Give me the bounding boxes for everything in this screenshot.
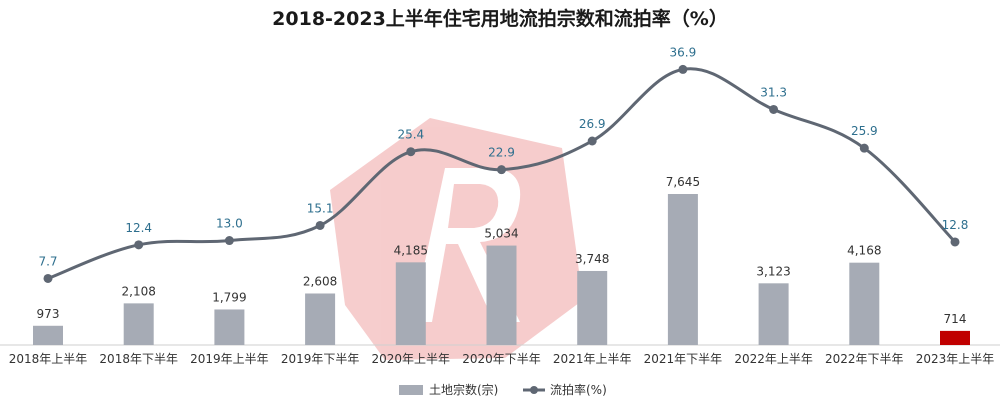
line-point-1 xyxy=(134,240,144,250)
x-tick-1: 2018年下半年 xyxy=(99,352,178,366)
bar-label-10: 714 xyxy=(944,312,967,326)
line-label-0: 7.7 xyxy=(38,254,57,268)
x-tick-5: 2020年下半年 xyxy=(462,352,541,366)
line-point-8 xyxy=(769,104,779,114)
bar-label-9: 4,168 xyxy=(847,244,881,258)
bar-label-7: 7,645 xyxy=(666,175,700,189)
bar-label-8: 3,123 xyxy=(756,264,790,278)
bar-label-3: 2,608 xyxy=(303,274,337,288)
line-point-6 xyxy=(587,136,597,146)
watermark-logo xyxy=(330,118,583,360)
line-label-7: 36.9 xyxy=(670,45,697,59)
x-tick-2: 2019年上半年 xyxy=(190,352,269,366)
line-point-5 xyxy=(497,165,506,175)
x-tick-3: 2019年下半年 xyxy=(281,352,360,366)
legend-label-line: 流拍率(%) xyxy=(550,382,607,397)
legend: 土地宗数(宗) 流拍率(%) xyxy=(399,382,607,397)
line-label-3: 15.1 xyxy=(307,201,334,215)
bar-2 xyxy=(214,309,245,345)
bar-4 xyxy=(395,262,426,345)
line-point-4 xyxy=(406,147,416,157)
bar-8 xyxy=(758,283,789,345)
bar-10 xyxy=(940,330,970,345)
line-series-liupailv xyxy=(47,67,957,280)
line-label-6: 26.9 xyxy=(579,117,606,131)
bar-label-0: 973 xyxy=(37,307,60,321)
line-point-10 xyxy=(950,237,960,247)
bar-label-5: 5,034 xyxy=(484,227,518,241)
line-label-8: 31.3 xyxy=(760,85,787,99)
bar-7 xyxy=(667,194,698,345)
x-tick-10: 2023年上半年 xyxy=(916,352,995,366)
chart-title: 2018-2023上半年住宅用地流拍宗数和流拍率（%） xyxy=(272,8,728,30)
line-point-0 xyxy=(43,273,53,283)
x-tick-9: 2022年下半年 xyxy=(825,352,904,366)
legend-swatch-bar xyxy=(399,385,423,395)
line-point-7 xyxy=(678,64,688,74)
line-label-4: 25.4 xyxy=(397,128,424,142)
x-tick-8: 2022年上半年 xyxy=(734,352,813,366)
x-tick-0: 2018年上半年 xyxy=(9,352,88,366)
bar-label-6: 3,748 xyxy=(575,252,609,266)
bar-3 xyxy=(305,293,336,345)
bar-label-2: 1,799 xyxy=(212,290,246,304)
x-tick-6: 2021年上半年 xyxy=(553,352,632,366)
line-point-3 xyxy=(315,220,325,230)
line-point-2 xyxy=(224,236,234,246)
x-tick-4: 2020年上半年 xyxy=(372,352,451,366)
line-label-5: 22.9 xyxy=(488,146,515,160)
bar-label-1: 2,108 xyxy=(122,284,156,298)
legend-label-bar: 土地宗数(宗) xyxy=(429,382,498,397)
bar-1 xyxy=(123,303,154,345)
bar-5 xyxy=(486,245,517,345)
line-point-9 xyxy=(859,143,869,153)
line-label-10: 12.8 xyxy=(942,218,969,232)
bar-6 xyxy=(577,270,608,345)
line-label-2: 13.0 xyxy=(216,217,243,231)
legend-swatch-marker xyxy=(530,386,538,394)
x-tick-7: 2021年下半年 xyxy=(644,352,723,366)
bar-0 xyxy=(33,325,63,345)
bar-9 xyxy=(849,262,880,345)
line-label-9: 25.9 xyxy=(851,124,878,138)
line-label-1: 12.4 xyxy=(125,221,152,235)
bar-label-4: 4,185 xyxy=(394,243,428,257)
